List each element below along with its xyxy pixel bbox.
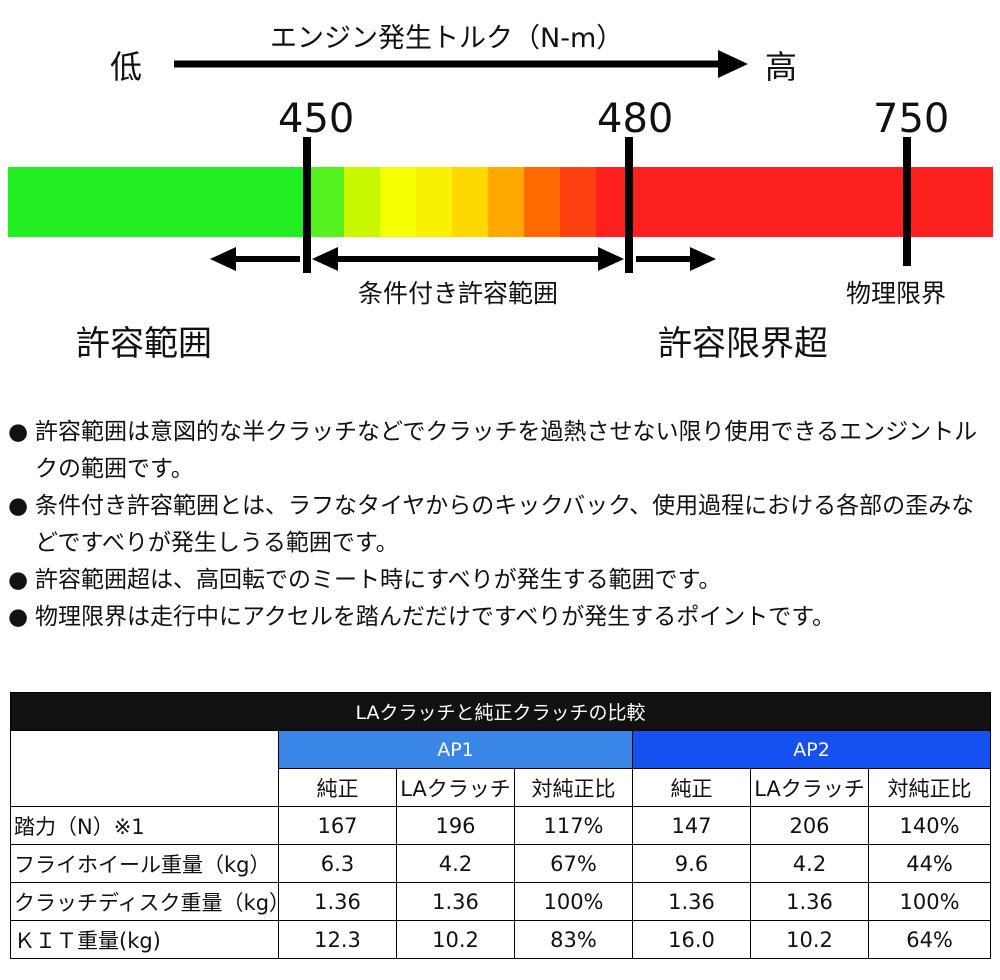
table-cell: 67% xyxy=(514,844,633,883)
gradient-bar-segment xyxy=(344,167,380,237)
group-header-ap1: AP1 xyxy=(278,730,633,769)
torque-gradient-bar xyxy=(8,167,993,237)
table-cell: 1.36 xyxy=(396,882,515,921)
gradient-bar-segment xyxy=(452,167,488,237)
conditional-range-label: 条件付き許容範囲 xyxy=(358,279,559,308)
marker-450-label: 450 xyxy=(278,96,355,142)
table-cell: 64% xyxy=(867,920,992,959)
table-cell: 16.0 xyxy=(632,920,751,959)
subheader-ap2-ratio: 対純正比 xyxy=(867,768,992,807)
table-cell: 167 xyxy=(278,806,397,845)
high-label: 高 xyxy=(765,48,798,86)
table-cell: 100% xyxy=(514,882,633,921)
low-label: 低 xyxy=(110,48,143,86)
table-cell: 9.6 xyxy=(632,844,751,883)
physical-limit-label: 物理限界 xyxy=(846,279,947,308)
table-cell: 12.3 xyxy=(278,920,397,959)
row-label: フライホイール重量（kg） xyxy=(10,844,279,883)
row-label: 踏力（N）※1 xyxy=(10,806,279,845)
subheader-ap2-la-clutch: LAクラッチ xyxy=(750,768,869,807)
table-cell: 100% xyxy=(867,882,992,921)
subheader-ap1-la-clutch: LAクラッチ xyxy=(396,768,515,807)
table-cell: 196 xyxy=(396,806,515,845)
note-allowable-range: 許容範囲は意図的な半クラッチなどでクラッチを過熱させない限り使用できるエンジント… xyxy=(8,414,993,488)
note-beyond-range: 許容範囲超は、高回転でのミート時にすべりが発生する範囲です。 xyxy=(8,562,993,599)
table-cell: 6.3 xyxy=(278,844,397,883)
table-cell: 83% xyxy=(514,920,633,959)
subheader-ap2-stock: 純正 xyxy=(632,768,751,807)
marker-750-label: 750 xyxy=(873,96,950,142)
allowable-range-label: 許容範囲 xyxy=(76,324,212,364)
marker-480-label: 480 xyxy=(597,96,674,142)
note-physical-limit: 物理限界は走行中にアクセルを踏んだだけですべりが発生するポイントです。 xyxy=(8,599,993,636)
table-cell: 117% xyxy=(514,806,633,845)
gradient-bar-segment xyxy=(524,167,560,237)
gradient-bar-segment xyxy=(307,167,344,237)
torque-direction-arrow xyxy=(174,50,748,78)
table-cell: 1.36 xyxy=(750,882,869,921)
subheader-ap1-ratio: 対純正比 xyxy=(514,768,633,807)
row-label: ＫＩＴ重量(kg) xyxy=(10,920,279,959)
beyond-limit-arrow xyxy=(636,247,716,271)
gradient-bar-segment xyxy=(8,167,307,237)
table-cell: 140% xyxy=(867,806,992,845)
notes-list: 許容範囲は意図的な半クラッチなどでクラッチを過熱させない限り使用できるエンジント… xyxy=(8,414,993,636)
table-cell: 1.36 xyxy=(632,882,751,921)
table-cell: 4.2 xyxy=(396,844,515,883)
subheader-ap1-stock: 純正 xyxy=(278,768,397,807)
table-title: LAクラッチと純正クラッチの比較 xyxy=(9,692,992,731)
gradient-bar-segment xyxy=(488,167,524,237)
torque-scale-graphic xyxy=(8,50,993,273)
table-row: 踏力（N）※1 167 196 117% 147 206 140% xyxy=(10,806,992,845)
torque-axis-title: エンジン発生トルク（N-m） xyxy=(270,23,624,54)
table-row: ＫＩＴ重量(kg) 12.3 10.2 83% 16.0 10.2 64% xyxy=(10,920,992,959)
table-cell: 4.2 xyxy=(750,844,869,883)
table-cell: 10.2 xyxy=(750,920,869,959)
table-cell: 147 xyxy=(632,806,751,845)
table-corner-cell xyxy=(10,730,279,807)
table-cell: 44% xyxy=(867,844,992,883)
gradient-bar-segment xyxy=(380,167,416,237)
gradient-bar-segment xyxy=(596,167,993,237)
gradient-bar-segment xyxy=(560,167,596,237)
table-cell: 10.2 xyxy=(396,920,515,959)
conditional-range-arrow xyxy=(312,247,624,271)
group-header-ap2: AP2 xyxy=(631,730,992,769)
comparison-table: LAクラッチと純正クラッチの比較 AP1 AP2 純正 LAクラッチ 対純正比 … xyxy=(9,692,992,959)
note-conditional-range: 条件付き許容範囲とは、ラフなタイヤからのキックバック、使用過程における各部の歪み… xyxy=(8,488,993,562)
table-row: フライホイール重量（kg） 6.3 4.2 67% 9.6 4.2 44% xyxy=(10,844,992,883)
table-cell: 206 xyxy=(750,806,869,845)
table-title-row: LAクラッチと純正クラッチの比較 xyxy=(9,692,992,731)
allowable-range-arrow xyxy=(210,247,300,271)
gradient-bar-segment xyxy=(416,167,452,237)
table-cell: 1.36 xyxy=(278,882,397,921)
table-row: クラッチディスク重量（kg） 1.36 1.36 100% 1.36 1.36 … xyxy=(10,882,992,921)
row-label: クラッチディスク重量（kg） xyxy=(10,882,290,921)
table-group-row: AP1 AP2 xyxy=(10,730,992,807)
beyond-limit-label: 許容限界超 xyxy=(658,324,828,364)
